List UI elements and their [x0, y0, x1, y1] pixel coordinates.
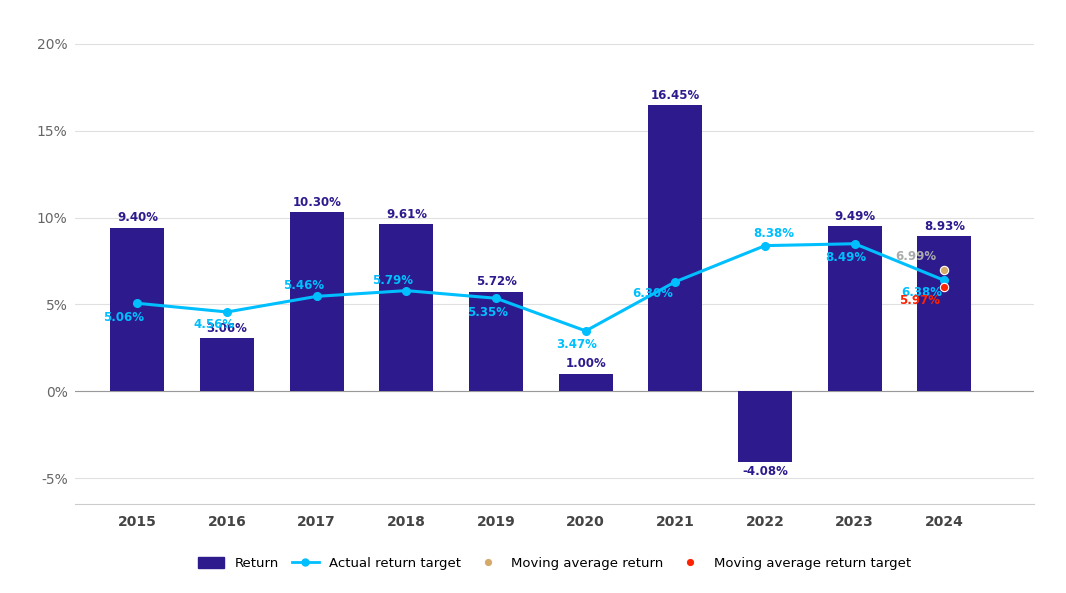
Legend: Return, Actual return target, Moving average return, Moving average return targe: Return, Actual return target, Moving ave…	[193, 551, 916, 575]
Text: 6.38%: 6.38%	[902, 286, 942, 299]
Text: 6.30%: 6.30%	[632, 288, 674, 301]
Text: 10.30%: 10.30%	[292, 196, 341, 209]
Text: 5.35%: 5.35%	[467, 305, 507, 318]
Bar	[469, 292, 523, 391]
Text: 8.49%: 8.49%	[825, 251, 867, 264]
Text: 16.45%: 16.45%	[650, 89, 700, 102]
Text: 3.47%: 3.47%	[556, 338, 597, 351]
Text: 6.99%: 6.99%	[895, 250, 936, 263]
Bar	[648, 106, 702, 391]
Bar	[290, 212, 343, 391]
Bar	[200, 338, 254, 391]
Bar	[559, 374, 613, 391]
Text: 5.46%: 5.46%	[282, 279, 324, 292]
Text: 9.61%: 9.61%	[386, 208, 426, 221]
Text: 8.93%: 8.93%	[924, 219, 965, 232]
Text: 3.06%: 3.06%	[207, 321, 247, 334]
Text: 8.38%: 8.38%	[754, 227, 794, 240]
Bar	[918, 236, 971, 391]
Text: 1.00%: 1.00%	[565, 358, 607, 370]
Text: 5.97%: 5.97%	[899, 295, 940, 307]
Bar	[379, 224, 433, 391]
Bar	[111, 228, 164, 391]
Text: 5.79%: 5.79%	[372, 274, 414, 286]
Text: 4.56%: 4.56%	[193, 318, 235, 331]
Text: 5.06%: 5.06%	[103, 311, 144, 324]
Bar	[828, 227, 882, 391]
Text: 5.72%: 5.72%	[475, 275, 516, 288]
Text: 9.49%: 9.49%	[834, 210, 875, 223]
Text: -4.08%: -4.08%	[742, 466, 788, 479]
Bar	[738, 391, 792, 462]
Text: 9.40%: 9.40%	[117, 212, 158, 225]
